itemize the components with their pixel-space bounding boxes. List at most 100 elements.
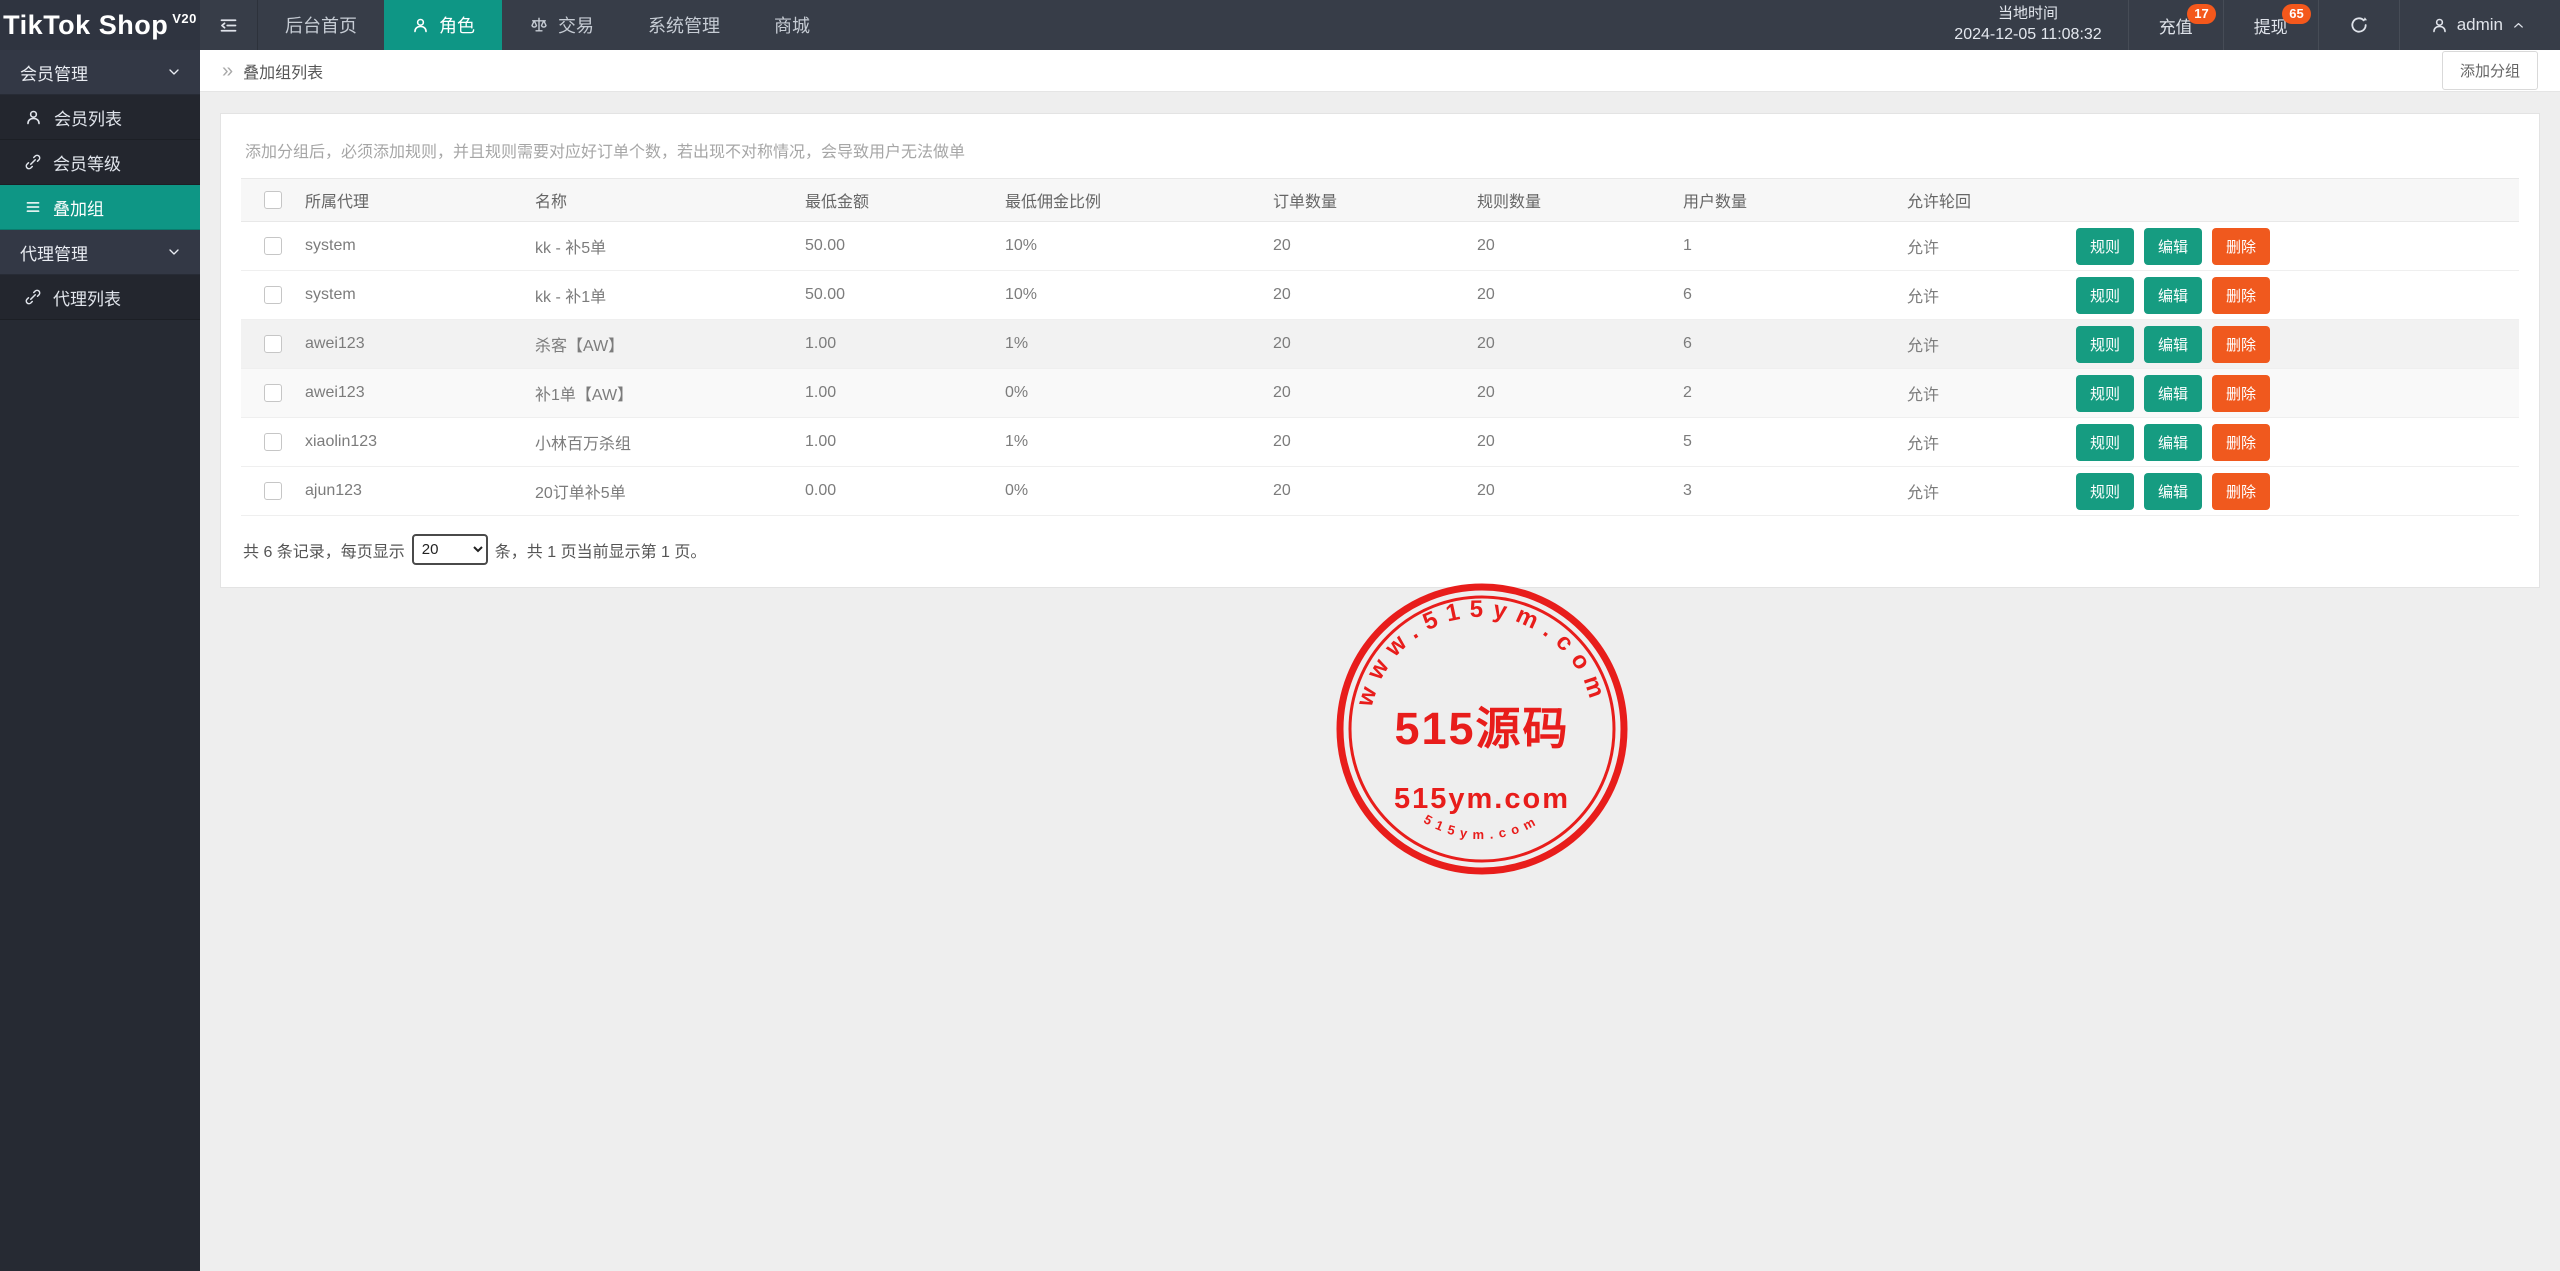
user-menu[interactable]: admin [2398, 0, 2560, 50]
row-checkbox[interactable] [264, 482, 282, 500]
hamburger-icon [218, 15, 239, 36]
nav-label: 交易 [558, 16, 594, 36]
row-rule-button[interactable]: 规则 [2076, 325, 2135, 363]
column-header: 允许轮回 [1907, 194, 1972, 211]
row-edit-button[interactable]: 编辑 [2144, 423, 2203, 461]
row-edit-button[interactable]: 编辑 [2144, 374, 2203, 412]
cell-min_commission: 1% [1005, 433, 1029, 450]
row-rule-button[interactable]: 规则 [2076, 227, 2135, 265]
nav-system[interactable]: 系统管理 [621, 0, 747, 50]
cell-agent: ajun123 [305, 482, 362, 499]
cell-name: 小林百万杀组 [535, 436, 632, 453]
sidebar-item-member-list[interactable]: 会员列表 [0, 95, 200, 140]
cell-agent: awei123 [305, 384, 365, 401]
cell-min_amount: 0.00 [805, 482, 837, 499]
sidebar-group-label: 会员管理 [20, 64, 88, 84]
withdraw-button[interactable]: 提现 65 [2222, 0, 2318, 50]
row-rule-button[interactable]: 规则 [2076, 472, 2135, 510]
cell-min_commission: 1% [1005, 335, 1029, 352]
pagination-text-after: 条，共 1 页当前显示第 1 页。 [494, 543, 707, 561]
cell-users: 6 [1683, 335, 1692, 352]
row-edit-button[interactable]: 编辑 [2144, 276, 2203, 314]
nav-mall[interactable]: 商城 [747, 0, 837, 50]
cell-min_amount: 1.00 [805, 384, 837, 401]
sidebar-item-overlay-group[interactable]: 叠加组 [0, 185, 200, 230]
cell-min_commission: 10% [1005, 286, 1038, 303]
app-logo: TikTok Shop V20 [0, 0, 200, 50]
list-icon [24, 198, 42, 216]
app-logo-version: V20 [172, 10, 197, 26]
sidebar-item-label: 叠加组 [53, 199, 104, 219]
cell-users: 5 [1683, 433, 1692, 450]
cell-rules: 20 [1477, 335, 1495, 352]
row-delete-button[interactable]: 删除 [2212, 276, 2271, 314]
cell-orders: 20 [1273, 482, 1291, 499]
row-actions: 规则 编辑 删除 [2076, 325, 2519, 363]
row-delete-button[interactable]: 删除 [2212, 423, 2271, 461]
watermark-stamp: www.515ym.com 515源码 515ym.com 515ym.com [1336, 583, 1628, 875]
row-actions: 规则 编辑 删除 [2076, 423, 2519, 461]
per-page-select[interactable]: 20 [411, 534, 488, 565]
pagination-text-before: 共 6 条记录，每页显示 [243, 543, 405, 561]
svg-text:515ym.com: 515ym.com [1421, 811, 1542, 842]
cell-agent: system [305, 286, 356, 303]
row-delete-button[interactable]: 删除 [2212, 472, 2271, 510]
overlay-group-panel: 添加分组后，必须添加规则，并且规则需要对应好订单个数，若出现不对称情况，会导致用… [220, 113, 2540, 588]
table-header: 所属代理 名称 最低金额 最低佣金比例 订单数量 规则数量 用户数量 允许轮回 [241, 178, 2519, 222]
refresh-button[interactable] [2317, 0, 2399, 50]
pagination: 共 6 条记录，每页显示 20 条，共 1 页当前显示第 1 页。 [243, 534, 2519, 565]
row-delete-button[interactable]: 删除 [2212, 325, 2271, 363]
refresh-icon [2349, 15, 2369, 35]
row-rule-button[interactable]: 规则 [2076, 374, 2135, 412]
cell-users: 3 [1683, 482, 1692, 499]
select-all-checkbox[interactable] [264, 191, 282, 209]
row-edit-button[interactable]: 编辑 [2144, 325, 2203, 363]
cell-orders: 20 [1273, 384, 1291, 401]
stamp-center-text: 515源码 [1394, 703, 1569, 754]
content-area: 添加分组后，必须添加规则，并且规则需要对应好订单个数，若出现不对称情况，会导致用… [200, 92, 2560, 1271]
row-edit-button[interactable]: 编辑 [2144, 472, 2203, 510]
cell-orders: 20 [1273, 433, 1291, 450]
cell-allow: 允许 [1907, 240, 1940, 257]
sidebar-item-agent-management[interactable]: 代理管理 [0, 230, 200, 275]
row-checkbox[interactable] [264, 433, 282, 451]
row-rule-button[interactable]: 规则 [2076, 423, 2135, 461]
cell-agent: system [305, 237, 356, 254]
add-group-button[interactable]: 添加分组 [2441, 51, 2538, 90]
local-time: 当地时间 2024-12-05 11:08:32 [1928, 0, 2127, 50]
cell-min_amount: 1.00 [805, 335, 837, 352]
nav-trade[interactable]: 交易 [502, 0, 621, 50]
app-logo-text: TikTok Shop [3, 9, 169, 40]
nav-label: 后台首页 [285, 16, 357, 36]
row-rule-button[interactable]: 规则 [2076, 276, 2135, 314]
row-checkbox[interactable] [264, 237, 282, 255]
sidebar-item-label: 代理列表 [53, 289, 121, 309]
nav-dashboard[interactable]: 后台首页 [258, 0, 384, 50]
column-header: 订单数量 [1273, 194, 1338, 211]
cell-name: 杀客【AW】 [535, 338, 625, 355]
table-body: system kk - 补5单 50.00 10% 20 20 1 允许 规则 编辑 删除 syste… [241, 222, 2519, 516]
cell-allow: 允许 [1907, 387, 1940, 404]
sidebar-toggle-button[interactable] [200, 0, 258, 50]
recharge-button[interactable]: 充值 17 [2127, 0, 2223, 50]
row-delete-button[interactable]: 删除 [2212, 374, 2271, 412]
sidebar-item-member-management[interactable]: 会员管理 [0, 50, 200, 95]
sidebar-group-label: 代理管理 [20, 244, 88, 264]
sidebar-item-agent-list[interactable]: 代理列表 [0, 275, 200, 320]
main-area: » 叠加组列表 添加分组 添加分组后，必须添加规则，并且规则需要对应好订单个数，… [200, 50, 2560, 1271]
row-checkbox[interactable] [264, 335, 282, 353]
sidebar-item-member-level[interactable]: 会员等级 [0, 140, 200, 185]
row-edit-button[interactable]: 编辑 [2144, 227, 2203, 265]
stamp-top-text: www.515ym.com [1351, 596, 1604, 711]
row-checkbox[interactable] [264, 286, 282, 304]
breadcrumb-arrow-icon: » [222, 59, 234, 82]
nav-roles[interactable]: 角色 [384, 0, 502, 50]
row-delete-button[interactable]: 删除 [2212, 227, 2271, 265]
recharge-badge: 17 [2187, 4, 2216, 24]
cell-allow: 允许 [1907, 485, 1940, 502]
cell-rules: 20 [1477, 433, 1495, 450]
row-checkbox[interactable] [264, 384, 282, 402]
table-row: system kk - 补1单 50.00 10% 20 20 6 允许 规则 编辑 删除 [241, 271, 2519, 320]
username: admin [2456, 15, 2503, 34]
topbar-right: 当地时间 2024-12-05 11:08:32 充值 17 提现 65 adm… [1928, 0, 2560, 50]
